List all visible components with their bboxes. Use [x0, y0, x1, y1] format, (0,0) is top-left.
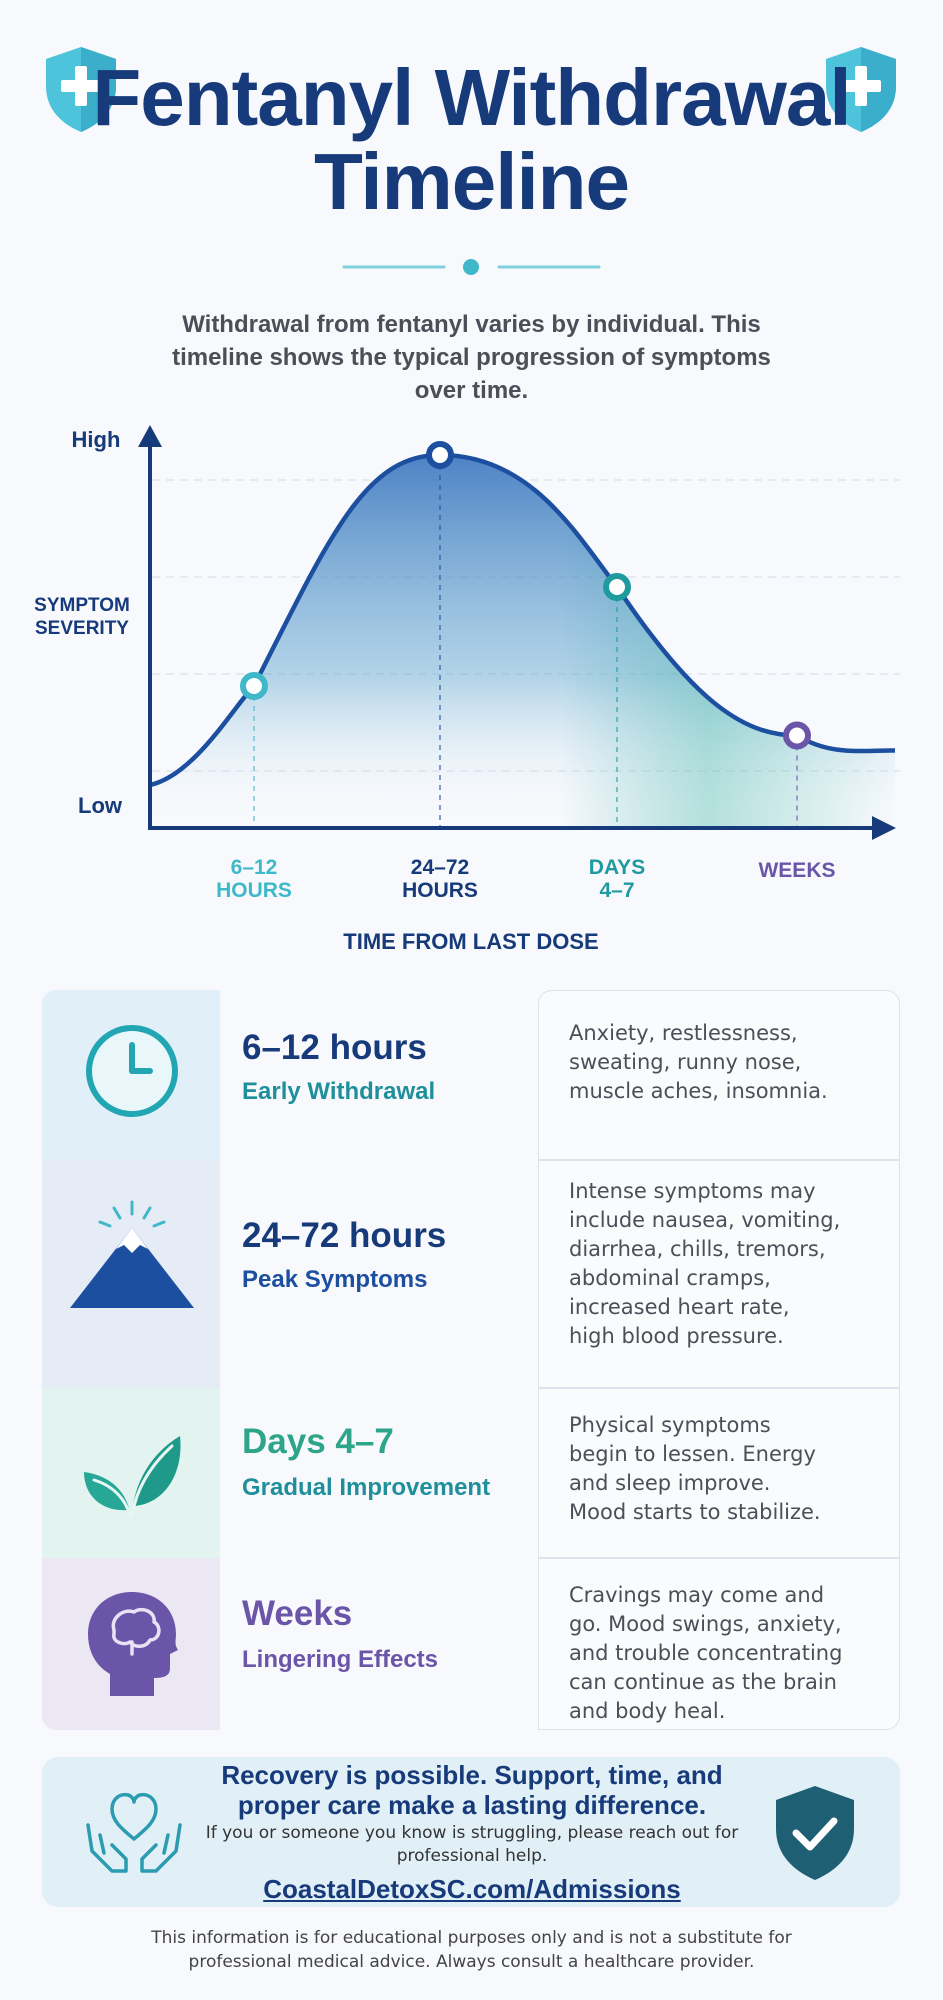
x-tick-label: 24–72 HOURS [402, 856, 478, 902]
medical-shield-icon [826, 47, 896, 132]
page-title: Fentanyl Withdrawal Timeline [92, 53, 851, 226]
x-axis-label: TIME FROM LAST DOSE [343, 929, 598, 954]
x-tick-label: WEEKS [758, 859, 835, 882]
stage-subtitle: Gradual Improvement [242, 1474, 491, 1501]
stage-row: Days 4–7 Gradual Improvement Physical sy… [42, 1388, 900, 1558]
stage-subtitle: Peak Symptoms [242, 1266, 428, 1293]
y-tick-low: Low [78, 793, 123, 818]
y-axis-label: SYMPTOM SEVERITY [34, 595, 130, 639]
stage-row: 6–12 hours Early Withdrawal Anxiety, res… [42, 990, 900, 1160]
data-point [603, 573, 631, 601]
y-axis-arrow [138, 425, 162, 447]
stage-description: Intense symptoms may include nausea, vom… [538, 1160, 900, 1388]
y-tick-high: High [72, 427, 121, 452]
intro-text: Withdrawal from fentanyl varies by indiv… [172, 311, 771, 404]
brain-head-icon [88, 1592, 178, 1696]
severity-chart: High Low SYMPTOM SEVERITY 6–12 HOURS 24–72 H… [34, 425, 900, 954]
stage-description: Physical symptoms begin to lessen. Energ… [538, 1388, 900, 1558]
stage-row: Weeks Lingering Effects Cravings may com… [42, 1558, 900, 1730]
stage-title: Days 4–7 [242, 1422, 394, 1461]
stage-subtitle: Lingering Effects [242, 1646, 439, 1673]
medical-shield-icon [46, 47, 116, 132]
data-point [783, 721, 811, 750]
leaf-icon [84, 1436, 181, 1518]
stage-description: Anxiety, restlessness, sweating, runny n… [538, 990, 900, 1160]
stage-description: Cravings may come and go. Mood swings, a… [538, 1558, 900, 1730]
title-divider [342, 259, 601, 275]
stage-title: 24–72 hours [242, 1216, 447, 1255]
x-axis-arrow [872, 816, 896, 840]
recovery-callout: Recovery is possible. Support, time, and… [42, 1757, 900, 1907]
severity-area-tint [150, 455, 895, 826]
stages-table: 6–12 hours Early Withdrawal Anxiety, res… [42, 990, 900, 1730]
disclaimer-text: This information is for educational purp… [151, 1928, 792, 1972]
cta-headline: Recovery is possible. Support, time, and… [221, 1760, 723, 1820]
x-tick-label: DAYS 4–7 [589, 856, 645, 902]
mountain-icon [70, 1200, 194, 1308]
stage-title: Weeks [242, 1594, 353, 1633]
data-point [240, 672, 268, 700]
check-shield-icon [776, 1786, 854, 1880]
heart-hands-icon [86, 1792, 182, 1873]
admissions-link[interactable]: CoastalDetoxSC.com/Admissions [263, 1874, 681, 1904]
stage-title: 6–12 hours [242, 1028, 427, 1067]
stage-row: 24–72 hours Peak Symptoms Intense sympto… [42, 1160, 900, 1388]
stage-subtitle: Early Withdrawal [242, 1078, 436, 1105]
clock-icon [86, 1025, 178, 1117]
data-point [426, 441, 454, 469]
x-tick-label: 6–12 HOURS [216, 856, 292, 902]
cta-body: If you or someone you know is struggling… [205, 1823, 739, 1866]
